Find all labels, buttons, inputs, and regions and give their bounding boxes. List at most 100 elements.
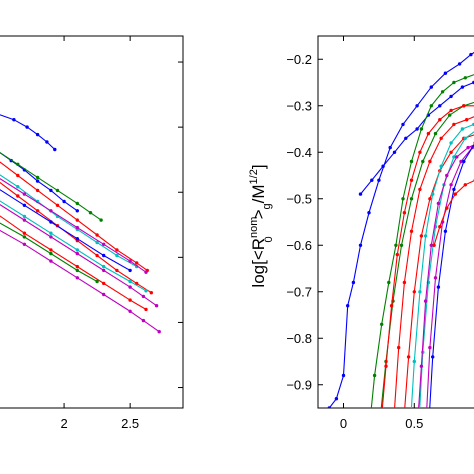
right-data-point xyxy=(381,164,385,168)
left-data-point xyxy=(35,209,40,213)
left-data-point xyxy=(95,253,99,258)
right-data-point xyxy=(436,285,441,289)
left-ticks: 2 2.5 xyxy=(60,36,183,431)
left-data-point xyxy=(157,330,161,334)
left-data-point xyxy=(128,259,132,263)
left-data-point xyxy=(99,218,103,222)
left-data-point xyxy=(102,242,106,246)
left-data-point xyxy=(75,264,80,269)
left-data-point xyxy=(144,289,148,293)
left-data-point xyxy=(22,231,27,235)
right-data-point xyxy=(377,430,380,433)
left-series-line-9 xyxy=(0,204,157,307)
right-data-point xyxy=(415,127,419,131)
left-series-group xyxy=(0,114,161,334)
right-data-point xyxy=(384,364,388,368)
left-data-point xyxy=(12,118,16,122)
left-data-point xyxy=(75,237,80,241)
right-data-point xyxy=(460,85,465,89)
right-plot-frame xyxy=(317,35,474,409)
right-data-point xyxy=(439,136,443,140)
right-y-tick-label: −0.8 xyxy=(286,331,312,346)
left-data-point xyxy=(16,194,20,198)
left-data-point xyxy=(128,298,132,302)
right-ticks: 0 0.5 −0.2 −0.3 −0.4 −0.5 −0.6 −0.7 −0.8 −0.9 xyxy=(286,36,423,431)
right-data-point xyxy=(431,355,435,359)
left-data-point xyxy=(35,179,40,183)
left-data-point xyxy=(75,218,80,222)
right-y-tick-label: −0.2 xyxy=(286,52,312,67)
right-data-point xyxy=(440,90,445,94)
right-data-point xyxy=(404,136,408,140)
right-y-tick-label: −0.7 xyxy=(286,284,312,299)
right-data-point xyxy=(463,76,467,80)
right-data-point xyxy=(327,406,331,408)
right-data-point xyxy=(448,113,452,117)
right-series-line-5 xyxy=(394,116,474,408)
right-y-tick-label: −0.3 xyxy=(286,98,312,113)
left-data-point xyxy=(95,240,99,245)
right-data-point xyxy=(433,131,438,136)
left-data-point xyxy=(53,147,57,152)
right-data-point xyxy=(433,276,438,280)
left-data-point xyxy=(128,309,132,313)
right-data-point xyxy=(394,243,398,247)
right-series-line-4 xyxy=(381,105,474,408)
right-y-tick-label: −0.9 xyxy=(286,377,312,392)
right-data-point xyxy=(409,197,414,201)
right-data-point xyxy=(402,211,407,215)
left-data-point xyxy=(128,279,132,284)
left-data-point xyxy=(115,268,119,273)
right-data-point xyxy=(426,131,431,136)
right-data-point xyxy=(452,122,456,127)
left-data-point xyxy=(75,276,80,280)
left-data-point xyxy=(49,209,53,213)
right-data-point xyxy=(418,150,422,154)
right-data-point xyxy=(419,234,424,238)
left-data-point xyxy=(55,203,60,207)
left-series-line-7 xyxy=(0,189,131,271)
right-data-point xyxy=(460,127,465,131)
right-data-point xyxy=(438,225,442,229)
right-data-point xyxy=(409,178,414,182)
right-data-point xyxy=(449,150,453,154)
right-data-point xyxy=(449,94,453,99)
right-chart: 0 0.5 −0.2 −0.3 −0.4 −0.5 −0.6 −0.7 −0.8 −0.9 log… xyxy=(248,35,474,433)
left-data-point xyxy=(49,188,53,193)
left-data-point xyxy=(62,199,66,204)
left-data-point xyxy=(102,292,106,297)
right-data-point xyxy=(449,141,453,145)
right-data-point xyxy=(379,430,382,433)
right-data-point xyxy=(438,104,442,108)
right-data-point xyxy=(341,373,346,378)
right-series-line-8 xyxy=(419,131,474,408)
right-data-point xyxy=(431,192,435,196)
right-data-point xyxy=(380,322,384,326)
left-plot-frame xyxy=(0,35,184,409)
right-data-point xyxy=(395,252,399,257)
left-data-point xyxy=(35,188,40,193)
left-data-point xyxy=(144,270,148,274)
right-data-point xyxy=(428,197,432,201)
right-data-point xyxy=(367,430,370,433)
right-y-axis-label: log[<Rnom0>g/M1/2] xyxy=(248,164,275,287)
left-data-point xyxy=(115,248,119,252)
right-series-line-11 xyxy=(429,143,474,408)
right-data-point xyxy=(469,52,473,57)
left-data-point xyxy=(102,264,106,269)
right-data-point xyxy=(334,397,339,401)
left-data-point xyxy=(95,279,99,284)
left-data-point xyxy=(102,253,106,258)
right-data-point xyxy=(367,211,371,215)
right-data-point xyxy=(462,159,466,164)
left-data-point xyxy=(128,285,132,289)
right-data-point xyxy=(392,150,397,154)
right-data-point xyxy=(428,345,432,350)
left-data-point xyxy=(49,231,53,235)
left-data-point xyxy=(102,281,106,286)
left-data-point xyxy=(22,192,27,196)
left-data-point xyxy=(49,248,53,252)
right-data-point xyxy=(423,234,428,238)
right-data-point xyxy=(402,280,407,285)
right-data-point xyxy=(462,104,466,108)
